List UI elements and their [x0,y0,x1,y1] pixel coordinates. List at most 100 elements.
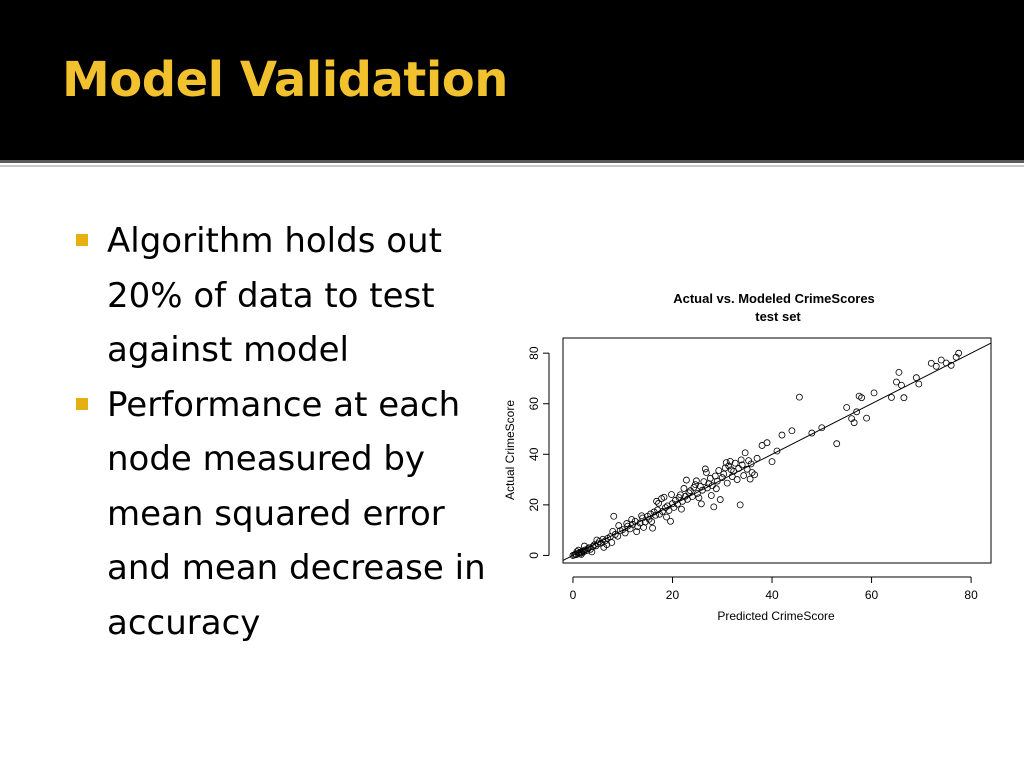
data-point [888,394,895,401]
data-point [601,537,609,545]
y-tick-label: 0 [527,552,541,559]
data-point [720,470,728,478]
data-point [633,528,641,536]
data-point [747,460,755,468]
data-point [932,362,940,370]
data-point [589,543,597,550]
y-tick-label: 80 [527,346,541,360]
data-point [663,513,670,521]
data-point [722,459,730,467]
data-point [763,439,771,447]
data-point [746,475,754,483]
data-point [628,516,636,523]
data-point [665,507,673,514]
data-point [615,522,623,529]
title-bar: Model Validation [0,0,1024,160]
y-axis: 0 20 40 60 80 [527,346,550,559]
data-point [684,495,691,503]
bullet-list: Algorithm holds out 20% of data to test … [72,214,512,650]
data-point [733,476,741,483]
title-divider-dark [0,160,1024,163]
data-point [758,442,766,449]
data-point [710,503,718,511]
bullet-item-holdout: Algorithm holds out 20% of data to test … [72,214,512,378]
data-point [850,419,858,427]
data-point [937,356,945,364]
data-point [610,512,618,520]
data-point [912,374,920,382]
data-point [696,482,704,490]
data-point [740,472,748,479]
data-point [655,499,662,507]
data-point [691,481,699,489]
data-point [683,476,690,484]
data-point [858,394,866,402]
data-point [649,524,656,532]
data-point [638,512,646,520]
bullet-square-icon [76,397,88,410]
data-point [712,485,720,493]
data-point [623,520,631,527]
data-point [723,479,731,487]
data-point [647,510,654,518]
data-point [915,380,923,388]
y-tick-label: 60 [527,397,541,411]
data-point [702,469,710,476]
data-point [621,529,629,537]
data-point [718,474,726,481]
data-point [670,503,678,511]
data-point [693,490,701,497]
data-point [701,465,709,473]
data-point [678,505,685,513]
x-axis-label: Predicted CrimeScore [717,609,835,623]
data-point [697,500,705,508]
data-point [843,404,851,411]
slide-title: Model Validation [62,52,508,108]
title-divider-light [0,165,1024,167]
data-point [773,447,781,455]
data-point [594,540,602,548]
data-point [741,449,749,457]
bullet-text: Algorithm holds out 20% of data to test … [107,221,442,370]
data-point [748,469,756,476]
x-tick-label: 60 [865,588,879,602]
data-point [833,440,841,448]
data-point [668,491,675,498]
data-point [893,378,900,386]
data-point [667,517,674,525]
x-axis: 0 20 40 60 80 [570,576,978,602]
data-point [716,496,724,503]
data-point [603,541,611,548]
data-point [818,424,826,432]
data-point [653,497,660,505]
data-point [743,465,751,473]
x-tick-label: 20 [666,588,680,602]
data-point [685,489,693,497]
data-point [593,536,601,544]
x-tick-label: 40 [765,588,779,602]
data-point [731,459,739,467]
data-point [692,477,700,485]
data-point [578,551,585,558]
data-point [788,427,796,435]
y-tick-label: 20 [527,498,541,512]
chart-title: Actual vs. Modeled CrimeScores [673,291,875,306]
bullet-text: Performance at each node measured by mea… [107,384,486,643]
plot-frame [562,337,992,564]
data-point [870,389,878,397]
data-point [688,493,696,500]
y-axis-label: Actual CrimeScore [503,400,517,500]
data-point [614,532,622,540]
data-point [737,456,745,464]
data-point [674,500,681,508]
data-point [648,518,655,525]
x-tick-label: 80 [964,588,978,602]
x-tick-label: 0 [570,588,577,602]
data-point [654,506,661,514]
data-point [863,414,870,422]
y-tick-label: 40 [527,447,541,461]
data-point [808,429,816,437]
data-point [738,461,746,469]
data-point [751,471,759,479]
data-point [677,491,684,499]
